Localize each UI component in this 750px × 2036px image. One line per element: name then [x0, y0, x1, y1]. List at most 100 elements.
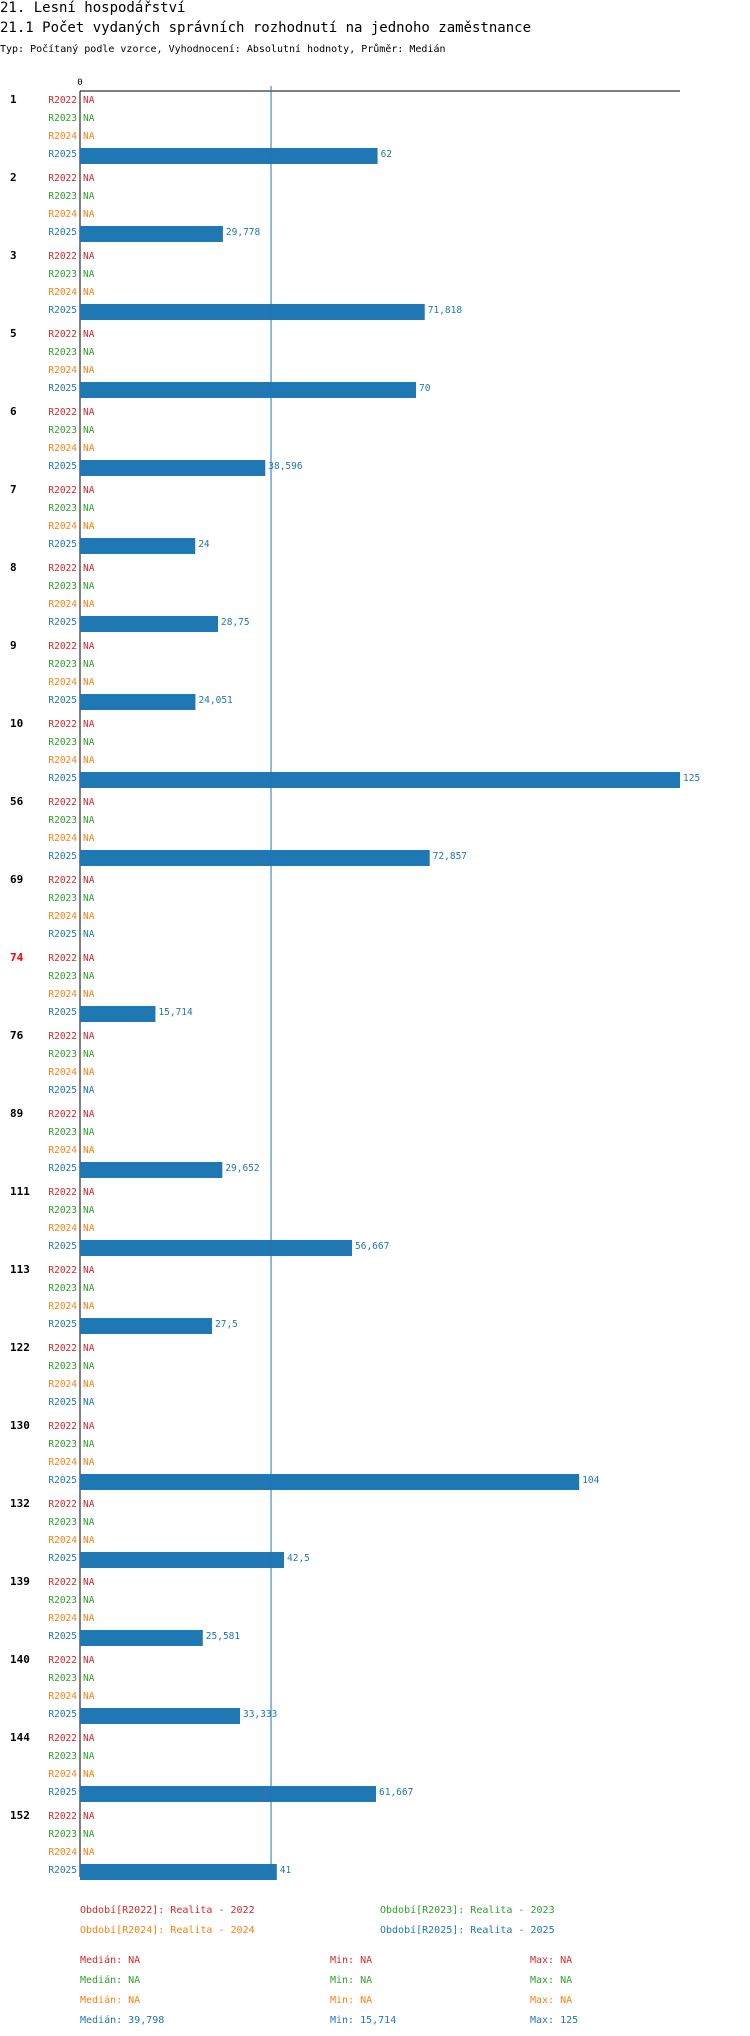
- value-label: NA: [83, 953, 95, 964]
- group-label: 69: [10, 873, 23, 886]
- series-label: R2024: [48, 1223, 77, 1234]
- value-label: 27,5: [215, 1319, 238, 1330]
- value-label: NA: [83, 1265, 95, 1276]
- value-label: 29,652: [225, 1163, 259, 1174]
- series-label: R2022: [48, 1031, 77, 1042]
- series-label: R2022: [48, 1577, 77, 1588]
- bar: [80, 304, 425, 320]
- value-label: NA: [83, 347, 95, 358]
- series-label: R2025: [48, 1007, 77, 1018]
- series-label: R2024: [48, 521, 77, 532]
- series-label: R2024: [48, 1379, 77, 1390]
- axis-layer: 0: [77, 78, 680, 1877]
- value-label: NA: [83, 269, 95, 280]
- stat-min: Min: NA: [330, 1955, 373, 1966]
- series-label: R2023: [48, 1361, 77, 1372]
- value-label: NA: [83, 287, 95, 298]
- value-label: 29,778: [226, 227, 261, 238]
- value-label: NA: [83, 1691, 95, 1702]
- value-label: 125: [683, 773, 700, 784]
- value-label: NA: [83, 407, 95, 418]
- series-label: R2024: [48, 989, 77, 1000]
- value-label: NA: [83, 1421, 95, 1432]
- series-label: R2025: [48, 383, 77, 394]
- value-label: 70: [419, 383, 431, 394]
- stat-median: Medián: NA: [80, 1975, 141, 1986]
- series-label: R2025: [48, 851, 77, 862]
- value-label: NA: [83, 425, 95, 436]
- series-label: R2025: [48, 1085, 77, 1096]
- value-label: NA: [83, 815, 95, 826]
- bar-group: 152 R2022 NA R2023 NA R2024 NA R2025 41: [10, 1809, 292, 1880]
- bar: [80, 1474, 580, 1490]
- value-label: NA: [83, 1769, 95, 1780]
- value-label: NA: [83, 1613, 95, 1624]
- value-label: NA: [83, 1127, 95, 1138]
- bar-group: 76 R2022 NA R2023 NA R2024 NA R2025 NA: [10, 1029, 95, 1096]
- legend-r2025: Období[R2025]: Realita - 2025: [380, 1925, 555, 1936]
- series-label: R2023: [48, 971, 77, 982]
- series-label: R2024: [48, 209, 77, 220]
- group-label: 9: [10, 639, 17, 652]
- bar-group: 5 R2022 NA R2023 NA R2024 NA R2025 70: [10, 327, 431, 398]
- value-label: NA: [83, 1031, 95, 1042]
- series-label: R2024: [48, 755, 77, 766]
- series-label: R2023: [48, 425, 77, 436]
- bar: [80, 1864, 277, 1880]
- value-label: NA: [83, 1457, 95, 1468]
- value-label: NA: [83, 1343, 95, 1354]
- value-label: NA: [83, 1049, 95, 1060]
- group-label: 132: [10, 1497, 30, 1510]
- series-label: R2023: [48, 737, 77, 748]
- series-label: R2022: [48, 563, 77, 574]
- bar-group: 89 R2022 NA R2023 NA R2024 NA R2025 29,652: [10, 1107, 260, 1178]
- group-label: 6: [10, 405, 17, 418]
- value-label: 15,714: [158, 1007, 193, 1018]
- bar-group: 132 R2022 NA R2023 NA R2024 NA R2025 42,5: [10, 1497, 310, 1568]
- value-label: NA: [83, 1109, 95, 1120]
- series-label: R2022: [48, 641, 77, 652]
- series-label: R2023: [48, 1439, 77, 1450]
- value-label: NA: [83, 1847, 95, 1858]
- series-label: R2025: [48, 929, 77, 940]
- series-label: R2025: [48, 1241, 77, 1252]
- series-label: R2025: [48, 539, 77, 550]
- bar: [80, 694, 196, 710]
- series-label: R2022: [48, 719, 77, 730]
- series-label: R2024: [48, 599, 77, 610]
- value-label: NA: [83, 971, 95, 982]
- series-label: R2025: [48, 1787, 77, 1798]
- stat-median: Medián: 39,798: [80, 2015, 165, 2026]
- stat-median: Medián: NA: [80, 1995, 141, 2006]
- bar-group: 6 R2022 NA R2023 NA R2024 NA R2025 38,596: [10, 405, 303, 476]
- value-label: NA: [83, 755, 95, 766]
- series-label: R2025: [48, 1553, 77, 1564]
- value-label: NA: [83, 1733, 95, 1744]
- value-label: NA: [83, 1577, 95, 1588]
- value-label: NA: [83, 1595, 95, 1606]
- value-label: 62: [381, 149, 392, 160]
- group-label: 2: [10, 171, 17, 184]
- value-label: NA: [83, 599, 95, 610]
- series-label: R2022: [48, 173, 77, 184]
- series-label: R2022: [48, 407, 77, 418]
- series-label: R2022: [48, 875, 77, 886]
- group-label: 152: [10, 1809, 30, 1822]
- series-label: R2024: [48, 1847, 77, 1858]
- value-label: NA: [83, 797, 95, 808]
- series-label: R2025: [48, 1397, 77, 1408]
- bar-group: 113 R2022 NA R2023 NA R2024 NA R2025 27,5: [10, 1263, 238, 1334]
- value-label: 61,667: [379, 1787, 413, 1798]
- value-label: NA: [83, 737, 95, 748]
- value-label: NA: [83, 1397, 95, 1408]
- series-label: R2022: [48, 95, 77, 106]
- bar-group: 7 R2022 NA R2023 NA R2024 NA R2025 24: [10, 483, 210, 554]
- bar: [80, 1162, 223, 1178]
- series-label: R2023: [48, 659, 77, 670]
- value-label: 42,5: [287, 1553, 310, 1564]
- stat-min: Min: NA: [330, 1975, 373, 1986]
- series-label: R2022: [48, 1343, 77, 1354]
- value-label: NA: [83, 1439, 95, 1450]
- series-label: R2022: [48, 329, 77, 340]
- series-label: R2022: [48, 953, 77, 964]
